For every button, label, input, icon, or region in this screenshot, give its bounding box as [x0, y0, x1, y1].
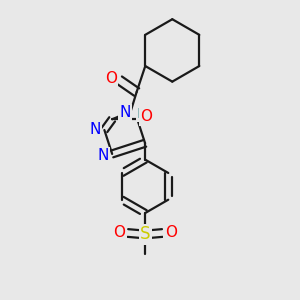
Text: O: O — [165, 226, 177, 241]
Text: S: S — [140, 226, 150, 244]
Text: H: H — [137, 107, 147, 121]
Text: N: N — [89, 122, 100, 137]
Text: O: O — [140, 110, 152, 124]
Text: O: O — [105, 71, 117, 86]
Text: N: N — [120, 105, 131, 120]
Text: O: O — [113, 226, 125, 241]
Text: N: N — [98, 148, 109, 163]
